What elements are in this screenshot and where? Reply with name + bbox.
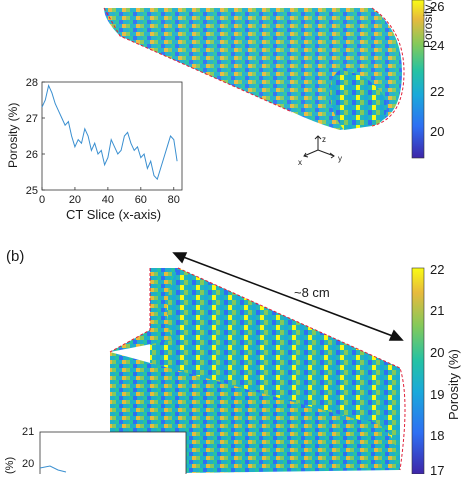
bottom-cbar-tick-20: 20	[430, 345, 444, 360]
bottom-cbar-tick-18: 18	[430, 428, 444, 443]
bottom-inset-frame	[40, 432, 186, 474]
axis-x-label: x	[298, 158, 302, 167]
bottom-cbar-label: Porosity (%)	[446, 349, 461, 420]
bottom-cbar-tick-19: 19	[430, 387, 444, 402]
axis-z-label: z	[322, 135, 326, 144]
inset-xtick-label: 40	[102, 194, 114, 206]
top-cbar-tick-22: 22	[430, 84, 444, 99]
bottom-cbar-tick-17: 17	[430, 463, 444, 478]
inset-ytick-label: 27	[26, 113, 38, 125]
inset-ylabel: Porosity (%)	[6, 103, 20, 168]
bottom-colorbar	[412, 268, 424, 474]
axes-triad	[304, 136, 334, 158]
inset-xtick-label: 20	[69, 194, 81, 206]
scale-label: ~8 cm	[294, 285, 330, 300]
bottom-inset-ytick-21: 21	[22, 426, 34, 438]
inset-xtick-label: 0	[39, 194, 45, 206]
inset-ytick-label: 26	[26, 149, 38, 161]
porosity-line-chart: 28 27 26 25 0 20 40 60 80	[0, 70, 200, 225]
inset-xlabel: CT Slice (x-axis)	[66, 207, 161, 222]
inset-xtick-label: 80	[168, 194, 180, 206]
inset-xtick-label: 60	[135, 194, 147, 206]
inset-ytick-label: 25	[26, 185, 38, 197]
axis-y-label: y	[338, 154, 342, 163]
panel-b-label: (b)	[6, 248, 24, 265]
top-cbar-tick-20: 20	[430, 124, 444, 139]
bottom-inset-ylabel: (%)	[4, 457, 16, 474]
inset-ytick-label: 28	[26, 77, 38, 89]
top-cbar-label: Porosity (%	[421, 0, 435, 48]
bottom-inset-ytick-20: 20	[22, 458, 34, 470]
inset-plot-frame	[42, 82, 182, 190]
bottom-cbar-tick-22: 22	[430, 262, 444, 277]
bottom-cbar-tick-21: 21	[430, 303, 444, 318]
